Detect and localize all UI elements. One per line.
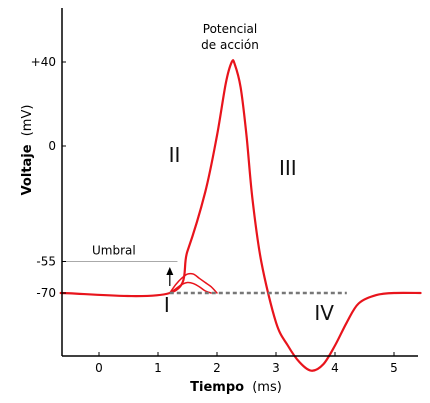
stimulus-arrow-icon <box>166 267 174 286</box>
y-tick-label: 0 <box>48 139 56 153</box>
x-axis-label: Tiempo (ms) <box>190 380 282 395</box>
x-tick-label: 2 <box>213 361 221 375</box>
series-layer <box>59 59 422 372</box>
phase-label-i: I <box>164 293 170 317</box>
x-axis-label-unit: (ms) <box>252 380 282 395</box>
phase-label-iii: III <box>279 156 297 180</box>
x-tick-layer: 0 1 2 3 4 5 <box>95 352 398 375</box>
y-axis-label: Voltaje (mV) <box>20 105 35 196</box>
x-tick-label: 4 <box>331 361 339 375</box>
phase-label-ii: II <box>169 143 181 167</box>
series-line-1 <box>169 272 218 294</box>
x-axis-label-name: Tiempo <box>190 380 244 395</box>
x-tick-label: 3 <box>272 361 280 375</box>
phase-label-iv: IV <box>314 301 334 325</box>
y-tick-label: +40 <box>31 55 56 69</box>
series-line-0 <box>59 59 422 372</box>
y-tick-label: -55 <box>36 255 56 269</box>
chart-title-line-1: Potencial <box>203 22 257 36</box>
y-tick-label: -70 <box>36 286 56 300</box>
x-tick-label: 1 <box>154 361 162 375</box>
x-tick-label: 5 <box>390 361 398 375</box>
series-line-2 <box>169 281 212 294</box>
threshold-label: Umbral <box>92 244 136 258</box>
chart-title-line-2: de acción <box>201 38 259 52</box>
y-axis-label-name: Voltaje <box>20 144 35 195</box>
x-tick-label: 0 <box>95 361 103 375</box>
y-tick-layer: +40 0 -55 -70 <box>31 55 66 300</box>
y-axis-label-unit: (mV) <box>20 105 35 137</box>
